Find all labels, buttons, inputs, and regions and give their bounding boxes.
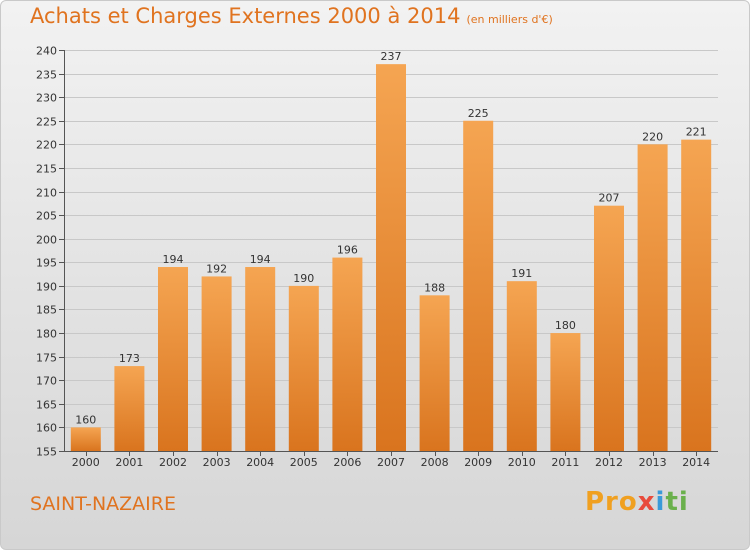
chart-title: Achats et Charges Externes 2000 à 2014 (e… bbox=[30, 4, 553, 28]
bar bbox=[376, 64, 406, 451]
x-tick-label: 2003 bbox=[203, 456, 231, 469]
x-tick-label: 2007 bbox=[377, 456, 405, 469]
bar-value-label: 196 bbox=[337, 244, 358, 257]
x-tick-label: 2001 bbox=[115, 456, 143, 469]
x-tick-label: 2009 bbox=[464, 456, 492, 469]
bar-value-label: 180 bbox=[555, 319, 576, 332]
y-tick-label: 220 bbox=[36, 139, 57, 152]
x-tick-label: 2013 bbox=[639, 456, 667, 469]
chart-subtitle: (en milliers d'€) bbox=[466, 13, 553, 26]
bar-value-label: 225 bbox=[468, 107, 489, 120]
bar bbox=[332, 257, 363, 451]
bar-layer: 160 173 194 192 194 190 196 237 188 225 191 180 207 2… bbox=[70, 50, 712, 451]
bar bbox=[463, 120, 494, 451]
bar-value-label: 192 bbox=[206, 262, 227, 275]
bar bbox=[201, 276, 232, 451]
city-name: SAINT-NAZAIRE bbox=[30, 493, 176, 515]
x-tick-label: 2000 bbox=[72, 456, 100, 469]
y-tick-label: 210 bbox=[36, 187, 57, 200]
bar-value-label: 220 bbox=[642, 130, 663, 143]
x-tick-label: 2006 bbox=[333, 456, 361, 469]
y-tick-label: 165 bbox=[36, 399, 57, 412]
y-tick-label: 215 bbox=[36, 163, 57, 176]
bar-value-label: 173 bbox=[119, 352, 140, 365]
y-tick-label: 225 bbox=[36, 116, 57, 129]
y-tick-label: 185 bbox=[36, 304, 57, 317]
y-tick-label: 240 bbox=[36, 45, 57, 58]
bar bbox=[288, 285, 319, 451]
x-tick-label: 2004 bbox=[246, 456, 274, 469]
bar bbox=[550, 333, 581, 451]
bar-value-label: 194 bbox=[163, 253, 184, 266]
y-tick-label: 200 bbox=[36, 234, 57, 247]
x-tick-label: 2012 bbox=[595, 456, 623, 469]
bar-value-label: 237 bbox=[381, 50, 402, 63]
x-tick-label: 2010 bbox=[508, 456, 536, 469]
x-tick-label: 2011 bbox=[551, 456, 579, 469]
y-tick-label: 205 bbox=[36, 210, 57, 223]
y-tick-label: 195 bbox=[36, 257, 57, 270]
bar bbox=[681, 139, 712, 451]
y-tick-label: 230 bbox=[36, 92, 57, 105]
y-tick-label: 155 bbox=[36, 446, 57, 459]
bar bbox=[594, 205, 624, 451]
bar-value-label: 160 bbox=[75, 413, 96, 426]
bar-value-label: 221 bbox=[686, 126, 707, 139]
bar-value-label: 191 bbox=[511, 267, 532, 280]
y-tick-label: 175 bbox=[36, 352, 57, 365]
y-tick-label: 190 bbox=[36, 281, 57, 294]
y-tick-label: 180 bbox=[36, 328, 57, 341]
bar-value-label: 194 bbox=[250, 253, 271, 266]
bar-value-label: 190 bbox=[293, 272, 314, 285]
x-tick-label: 2008 bbox=[421, 456, 449, 469]
title-text: Achats et Charges Externes 2000 à 2014 bbox=[30, 4, 461, 28]
bar-value-label: 188 bbox=[424, 281, 445, 294]
axis-layer: 155 160 165 170 175 180 185 190 195 200 205 210 215 2… bbox=[36, 45, 718, 469]
proxiti-logo: Proxiti bbox=[585, 487, 689, 517]
bar bbox=[637, 144, 668, 451]
x-tick-label: 2002 bbox=[159, 456, 187, 469]
bar bbox=[419, 295, 450, 451]
bar bbox=[158, 267, 188, 451]
y-tick-label: 235 bbox=[36, 69, 57, 82]
bar bbox=[114, 366, 145, 451]
bar bbox=[70, 427, 101, 451]
bar-value-label: 207 bbox=[599, 192, 620, 205]
y-tick-label: 170 bbox=[36, 375, 57, 388]
y-tick-label: 160 bbox=[36, 422, 57, 435]
x-tick-label: 2005 bbox=[290, 456, 318, 469]
bar bbox=[245, 267, 276, 451]
x-tick-label: 2014 bbox=[682, 456, 710, 469]
bar bbox=[506, 281, 537, 451]
